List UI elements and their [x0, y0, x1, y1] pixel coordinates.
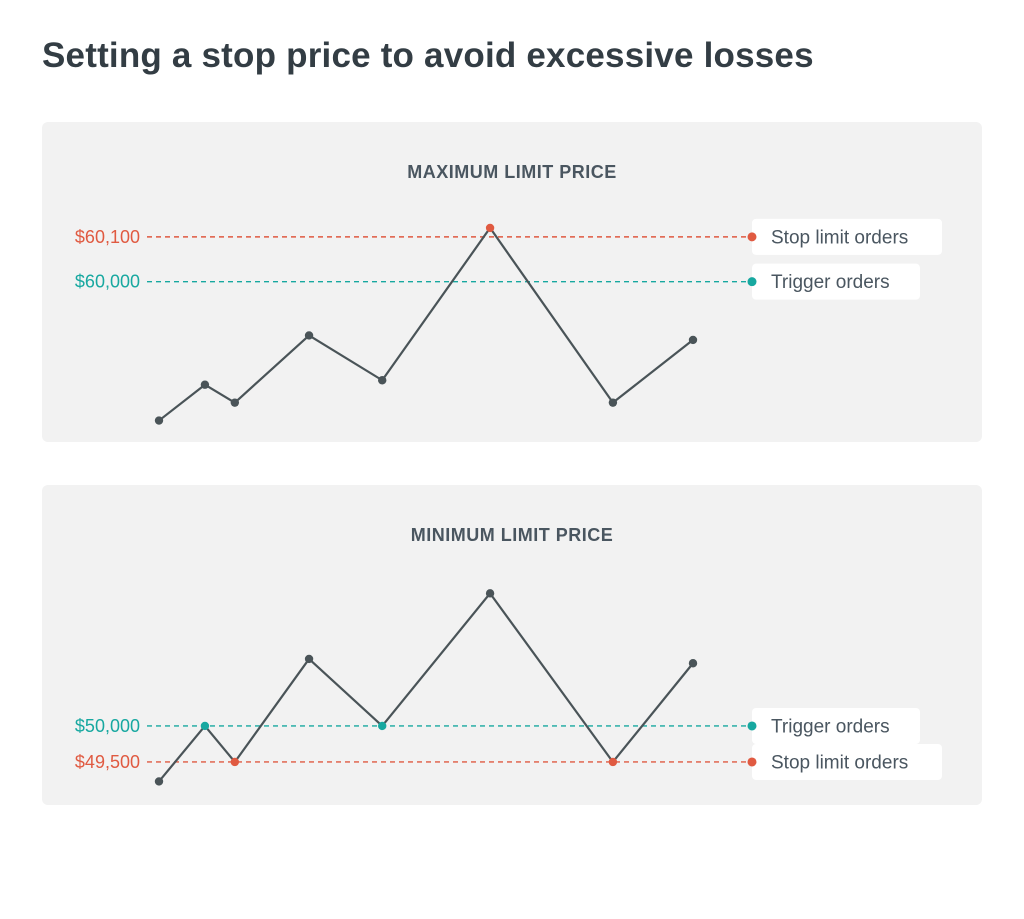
legend-box	[752, 218, 942, 255]
price-series-line	[158, 592, 694, 783]
legend-box	[752, 707, 920, 744]
data-point	[154, 777, 164, 786]
data-point	[688, 335, 698, 345]
legend-label: Trigger orders	[771, 272, 890, 293]
data-point	[485, 223, 495, 233]
data-point	[485, 589, 495, 598]
legend-dot	[747, 757, 757, 767]
main-title: Setting a stop price to avoid excessive …	[42, 36, 814, 75]
data-point	[304, 654, 314, 664]
min-limit-panel: MINIMUM LIMIT PRICE $50,000 Trigger order…	[42, 485, 982, 805]
max-limit-title: MAXIMUM LIMIT PRICE	[407, 162, 617, 182]
data-point	[230, 398, 240, 407]
data-point	[608, 757, 618, 767]
max-limit-panel: MAXIMUM LIMIT PRICE $60,100 Stop limit or…	[42, 122, 982, 442]
legend-label: Stop limit orders	[771, 227, 908, 248]
legend-dot	[747, 277, 757, 287]
legend-label: Stop limit orders	[771, 752, 908, 773]
price-label: $50,000	[75, 716, 140, 736]
data-point	[200, 380, 210, 389]
price-label: $49,500	[75, 752, 140, 772]
data-point	[230, 757, 240, 767]
min-limit-title: MINIMUM LIMIT PRICE	[410, 525, 614, 545]
legend-label: Trigger orders	[771, 716, 890, 737]
data-point	[154, 416, 164, 425]
price-label: $60,100	[75, 227, 140, 247]
max-limit-chart: $60,100 Stop limit orders $60,000 Trigger o…	[75, 218, 942, 425]
legend-box	[752, 263, 920, 300]
data-point	[608, 398, 618, 407]
min-limit-chart: $50,000 Trigger orders $49,500 Stop limit o…	[75, 589, 942, 786]
legend-dot	[747, 232, 757, 242]
price-label: $60,000	[75, 272, 140, 292]
legend-dot	[747, 721, 757, 731]
data-point	[304, 331, 314, 340]
data-point	[378, 376, 387, 385]
data-point	[200, 721, 210, 731]
data-point	[688, 659, 698, 668]
price-series-line	[158, 226, 694, 422]
data-point	[378, 721, 387, 731]
legend-box	[752, 743, 942, 780]
